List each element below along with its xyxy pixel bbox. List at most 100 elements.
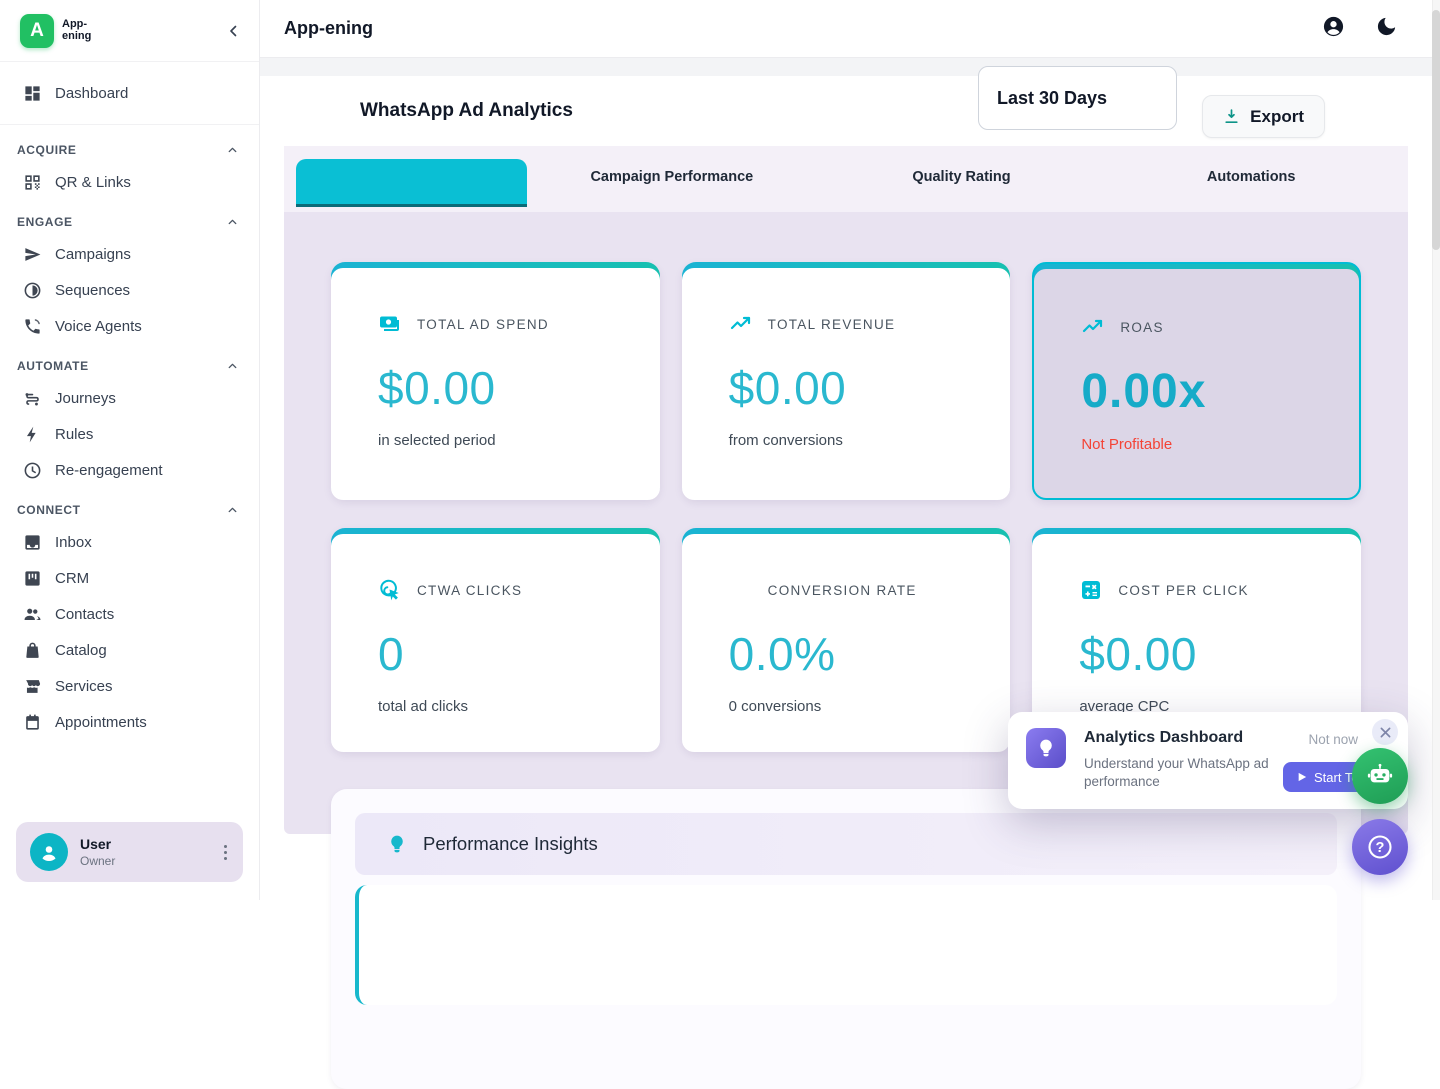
kanban-icon [22, 568, 42, 588]
stat-subtitle: Not Profitable [1081, 436, 1173, 453]
sidebar: A App-ening Dashboard ACQUIRE QR & Links… [0, 0, 260, 900]
header-gap-band [260, 58, 1440, 76]
chevron-up-icon [226, 504, 239, 517]
stat-subtitle: 0 conversions [728, 698, 822, 715]
performance-insights-title: Performance Insights [423, 833, 598, 854]
half-circle-icon [22, 280, 42, 300]
chevron-up-icon [226, 360, 239, 373]
sidebar-item-voice-agents[interactable]: Voice Agents [0, 311, 259, 341]
lightbulb-icon [387, 834, 407, 854]
stat-card-conversion-rate: CONVERSION RATE 0.0% 0 conversions [681, 528, 1011, 752]
stat-card-ctwa-clicks: CTWA CLICKS 0 total ad clicks [331, 528, 660, 752]
chevron-up-icon [226, 216, 239, 229]
brand-name: App-ening [62, 17, 92, 42]
scrollbar-track [1432, 0, 1440, 900]
sidebar-item-sequences[interactable]: Sequences [0, 275, 259, 305]
stat-subtitle: average CPC [1079, 698, 1170, 715]
sidebar-item-dashboard[interactable]: Dashboard [0, 78, 259, 108]
close-icon[interactable] [1372, 719, 1398, 745]
cursor-click-icon [378, 578, 402, 602]
bag-icon [22, 640, 42, 660]
tab-campaign-performance[interactable]: Campaign Performance [590, 169, 754, 185]
sidebar-item-crm[interactable]: CRM [0, 563, 259, 593]
stat-subtitle: in selected period [378, 432, 496, 449]
stat-card-roas: ROAS 0.00x Not Profitable [1032, 262, 1361, 500]
help-fab[interactable]: ? [1352, 819, 1408, 875]
user-role: Owner [80, 854, 116, 868]
dashboard-icon [22, 83, 42, 103]
qr-code-icon [22, 172, 42, 192]
sidebar-item-qr-links[interactable]: QR & Links [0, 167, 259, 197]
trending-up-icon [729, 312, 753, 336]
scrollbar-thumb[interactable] [1432, 10, 1440, 250]
user-avatar [30, 833, 68, 871]
people-icon [22, 604, 42, 624]
export-button[interactable]: Export [1202, 95, 1325, 138]
sidebar-section-connect[interactable]: CONNECT [0, 503, 259, 517]
tab-quality-rating[interactable]: Quality Rating [912, 169, 1011, 185]
chatbot-fab[interactable] [1352, 748, 1408, 804]
sidebar-section-engage[interactable]: ENGAGE [0, 215, 259, 229]
tab-overview-active[interactable] [296, 159, 527, 207]
user-card[interactable]: User Owner [16, 822, 243, 882]
sidebar-item-label: Dashboard [55, 84, 129, 102]
sidebar-item-contacts[interactable]: Contacts [0, 599, 259, 629]
stat-subtitle: total ad clicks [378, 698, 469, 715]
download-icon [1225, 109, 1238, 124]
performance-insights-card: Performance Insights [331, 789, 1361, 1089]
chevron-up-icon [226, 144, 239, 157]
account-icon[interactable] [1322, 15, 1345, 43]
storefront-icon [22, 676, 42, 696]
robot-icon [1367, 763, 1393, 783]
sidebar-item-rules[interactable]: Rules [0, 419, 259, 449]
not-now-button[interactable]: Not now [1308, 732, 1358, 747]
sidebar-section-acquire[interactable]: ACQUIRE [0, 143, 259, 157]
sidebar-item-services[interactable]: Services [0, 671, 259, 701]
stat-value: $0.00 [378, 362, 496, 414]
stat-value: $0.00 [728, 362, 847, 414]
tab-automations[interactable]: Automations [1206, 169, 1296, 185]
popup-title: Analytics Dashboard [1084, 729, 1244, 746]
calendar-icon [22, 712, 42, 732]
tabbar: Campaign Performance Quality Rating Auto… [284, 146, 1408, 212]
app-logo: A [20, 13, 54, 48]
route-icon [22, 388, 42, 408]
dark-mode-moon-icon[interactable] [1375, 15, 1398, 43]
stat-subtitle: from conversions [728, 432, 843, 449]
user-menu-icon[interactable] [218, 839, 233, 866]
trending-up-icon [1081, 315, 1105, 339]
question-mark-icon: ? [1368, 835, 1392, 859]
sidebar-item-campaigns[interactable]: Campaigns [0, 239, 259, 269]
date-range-select[interactable]: Last 30 Days [978, 66, 1177, 130]
app-title: App-ening [284, 18, 373, 38]
sidebar-item-inbox[interactable]: Inbox [0, 527, 259, 557]
send-icon [22, 244, 42, 264]
stat-value: 0 [378, 628, 405, 680]
analytics-tour-popup: Analytics Dashboard Understand your What… [1008, 712, 1408, 809]
stat-value: $0.00 [1079, 628, 1197, 680]
stat-value: 0.0% [728, 628, 836, 680]
sidebar-item-appointments[interactable]: Appointments [0, 707, 259, 737]
banknote-icon [378, 312, 402, 336]
popup-description: Understand your WhatsApp ad performance [1084, 756, 1269, 790]
sidebar-section-automate[interactable]: AUTOMATE [0, 359, 259, 373]
phone-call-icon [22, 316, 42, 336]
inbox-icon [22, 532, 42, 552]
empty-icon-slot [729, 578, 753, 602]
svg-text:?: ? [1376, 840, 1385, 856]
sidebar-item-journeys[interactable]: Journeys [0, 383, 259, 413]
stat-card-total-ad-spend: TOTAL AD SPEND $0.00 in selected period [331, 262, 660, 500]
bolt-icon [22, 424, 42, 444]
performance-insights-header: Performance Insights [355, 813, 1337, 875]
stat-card-total-revenue: TOTAL REVENUE $0.00 from conversions [681, 262, 1011, 500]
sidebar-collapse-icon[interactable] [225, 22, 243, 40]
sidebar-item-catalog[interactable]: Catalog [0, 635, 259, 665]
user-name: User [80, 836, 112, 852]
play-icon [1298, 772, 1307, 782]
stat-value: 0.00x [1081, 365, 1207, 418]
lightbulb-tile-icon [1026, 728, 1066, 768]
topbar: App-ening [260, 0, 1440, 58]
insight-item [355, 885, 1337, 1005]
sidebar-item-re-engagement[interactable]: Re-engagement [0, 455, 259, 485]
calculator-icon [1079, 578, 1103, 602]
